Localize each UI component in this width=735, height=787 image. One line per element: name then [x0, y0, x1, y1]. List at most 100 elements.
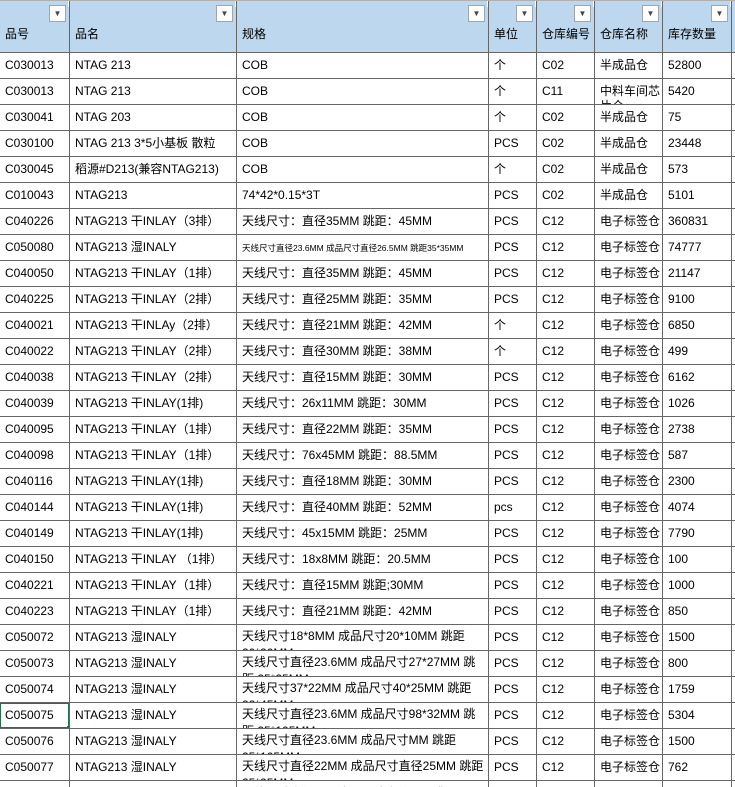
cell-spec[interactable]: 天线尺寸：直径40MM 跳距：52MM [237, 495, 489, 520]
cell-item_name[interactable]: NTAG 213 3*5小基板 散粒 [70, 131, 237, 156]
cell-item_name[interactable]: NTAG 213 [70, 53, 237, 78]
cell-qty[interactable]: 1759 [663, 677, 732, 702]
cell-qty[interactable] [663, 781, 732, 787]
cell-qty[interactable]: 7790 [663, 521, 732, 546]
cell-qty[interactable]: 762 [663, 755, 732, 780]
cell-qty[interactable]: 74777 [663, 235, 732, 260]
cell-item_no[interactable]: C040116 [0, 469, 70, 494]
cell-wh_code[interactable]: C12 [537, 391, 595, 416]
cell-unit[interactable]: PCS [489, 209, 537, 234]
cell-spec[interactable]: 天线尺寸：直径21MM 跳距：42MM [237, 599, 489, 624]
column-header-unit[interactable]: 单位 ▼ [489, 1, 537, 52]
cell-spec[interactable]: 天线尺寸：直径35MM 跳距：45MM [237, 261, 489, 286]
cell-item_name[interactable]: NTAG213 干INLAY（1排） [70, 261, 237, 286]
cell-wh_code[interactable]: C12 [537, 287, 595, 312]
cell-item_name[interactable]: NTAG213 干INLAY （1排） [70, 547, 237, 572]
cell-item_no[interactable]: C040144 [0, 495, 70, 520]
cell-wh_name[interactable]: 电子标签仓 [595, 391, 663, 416]
column-header-spec[interactable]: 规格 ▼ [237, 1, 489, 52]
cell-wh_name[interactable]: 电子标签仓 [595, 755, 663, 780]
cell-qty[interactable]: 850 [663, 599, 732, 624]
cell-item_no[interactable]: C040050 [0, 261, 70, 286]
cell-qty[interactable]: 5420 [663, 79, 732, 104]
cell-wh_code[interactable]: C02 [537, 157, 595, 182]
cell-item_name[interactable]: NTAG213 干INLAY（2排） [70, 365, 237, 390]
cell-wh_code[interactable]: C12 [537, 339, 595, 364]
cell-wh_name[interactable]: 半成品仓 [595, 131, 663, 156]
cell-unit[interactable]: PCS [489, 469, 537, 494]
cell-qty[interactable]: 360831 [663, 209, 732, 234]
cell-spec[interactable]: 天线尺寸：直径15MM 跳距：30MM [237, 365, 489, 390]
cell-qty[interactable]: 5304 [663, 703, 732, 728]
cell-item_name[interactable]: NTAG213 湿INALY [70, 625, 237, 650]
cell-wh_code[interactable]: C12 [537, 313, 595, 338]
cell-item_no[interactable]: C030045 [0, 157, 70, 182]
cell-unit[interactable]: PCS [489, 261, 537, 286]
cell-item_name[interactable]: NTAG 213 [70, 79, 237, 104]
cell-unit[interactable]: PCS [489, 677, 537, 702]
cell-item_name[interactable]: NTAG213 干INLAy（2排） [70, 313, 237, 338]
cell-qty[interactable]: 1500 [663, 729, 732, 754]
cell-wh_code[interactable]: C12 [537, 235, 595, 260]
cell-qty[interactable]: 1500 [663, 625, 732, 650]
cell-item_no[interactable]: C040095 [0, 417, 70, 442]
filter-button[interactable]: ▼ [468, 5, 485, 22]
cell-qty[interactable]: 573 [663, 157, 732, 182]
cell-spec[interactable]: 天线尺寸：直径18MM 跳距：30MM [237, 469, 489, 494]
cell-wh_name[interactable]: 电子标签仓 [595, 625, 663, 650]
cell-qty[interactable]: 800 [663, 651, 732, 676]
cell-item_no[interactable]: C050074 [0, 677, 70, 702]
cell-item_no[interactable]: C040021 [0, 313, 70, 338]
cell-unit[interactable]: PCS [489, 625, 537, 650]
filter-button[interactable]: ▼ [574, 5, 591, 22]
cell-item_no[interactable]: C040223 [0, 599, 70, 624]
cell-wh_code[interactable]: C12 [537, 625, 595, 650]
cell-unit[interactable]: PCS [489, 417, 537, 442]
cell-spec[interactable]: COB [237, 79, 489, 104]
cell-wh_name[interactable]: 电子标签仓 [595, 313, 663, 338]
cell-wh_code[interactable]: C02 [537, 53, 595, 78]
cell-wh_code[interactable]: C12 [537, 443, 595, 468]
cell-wh_code[interactable] [537, 781, 595, 787]
cell-qty[interactable]: 6162 [663, 365, 732, 390]
filter-button[interactable]: ▼ [711, 5, 728, 22]
cell-item_name[interactable]: NTAG213 干INLAY（2排） [70, 339, 237, 364]
cell-item_name[interactable] [70, 781, 237, 787]
cell-wh_name[interactable]: 电子标签仓 [595, 703, 663, 728]
cell-wh_code[interactable]: C12 [537, 703, 595, 728]
cell-qty[interactable]: 52800 [663, 53, 732, 78]
cell-wh_code[interactable]: C12 [537, 521, 595, 546]
cell-wh_code[interactable]: C12 [537, 677, 595, 702]
cell-wh_code[interactable]: C12 [537, 469, 595, 494]
cell-unit[interactable]: PCS [489, 391, 537, 416]
cell-qty[interactable]: 21147 [663, 261, 732, 286]
cell-spec[interactable]: 天线尺寸直径23.6MM 成品尺寸MM 跳距 25*105MM [237, 729, 489, 754]
cell-item_name[interactable]: NTAG 203 [70, 105, 237, 130]
cell-unit[interactable]: 个 [489, 339, 537, 364]
filter-button[interactable]: ▼ [216, 5, 233, 22]
cell-item_name[interactable]: 稻源#D213(兼容NTAG213) [70, 157, 237, 182]
cell-unit[interactable]: PCS [489, 755, 537, 780]
column-header-wh_name[interactable]: 仓库名称 ▼ [595, 1, 663, 52]
cell-item_name[interactable]: NTAG213 干INLAY（1排） [70, 599, 237, 624]
cell-wh_name[interactable]: 电子标签仓 [595, 521, 663, 546]
cell-unit[interactable]: PCS [489, 443, 537, 468]
cell-spec[interactable]: 74*42*0.15*3T [237, 183, 489, 208]
cell-qty[interactable]: 4074 [663, 495, 732, 520]
cell-qty[interactable]: 499 [663, 339, 732, 364]
cell-item_no[interactable]: C030013 [0, 79, 70, 104]
cell-unit[interactable]: PCS [489, 521, 537, 546]
cell-wh_name[interactable]: 电子标签仓 [595, 339, 663, 364]
cell-spec[interactable]: COB [237, 105, 489, 130]
cell-item_name[interactable]: NTAG213 干INLAY（1排） [70, 443, 237, 468]
filter-button[interactable]: ▼ [516, 5, 533, 22]
cell-unit[interactable]: PCS [489, 547, 537, 572]
cell-wh_name[interactable]: 电子标签仓 [595, 235, 663, 260]
cell-item_no[interactable]: C030100 [0, 131, 70, 156]
cell-spec[interactable]: COB [237, 157, 489, 182]
cell-wh_code[interactable]: C12 [537, 547, 595, 572]
cell-item_no[interactable]: C050080 [0, 235, 70, 260]
cell-item_no[interactable]: C010043 [0, 183, 70, 208]
cell-wh_code[interactable]: C12 [537, 573, 595, 598]
column-header-item_no[interactable]: 品号 ▼ [0, 1, 70, 52]
